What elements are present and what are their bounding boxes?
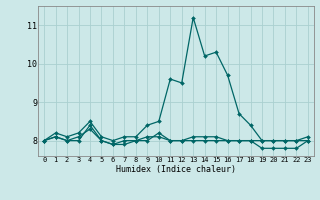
X-axis label: Humidex (Indice chaleur): Humidex (Indice chaleur) [116,165,236,174]
